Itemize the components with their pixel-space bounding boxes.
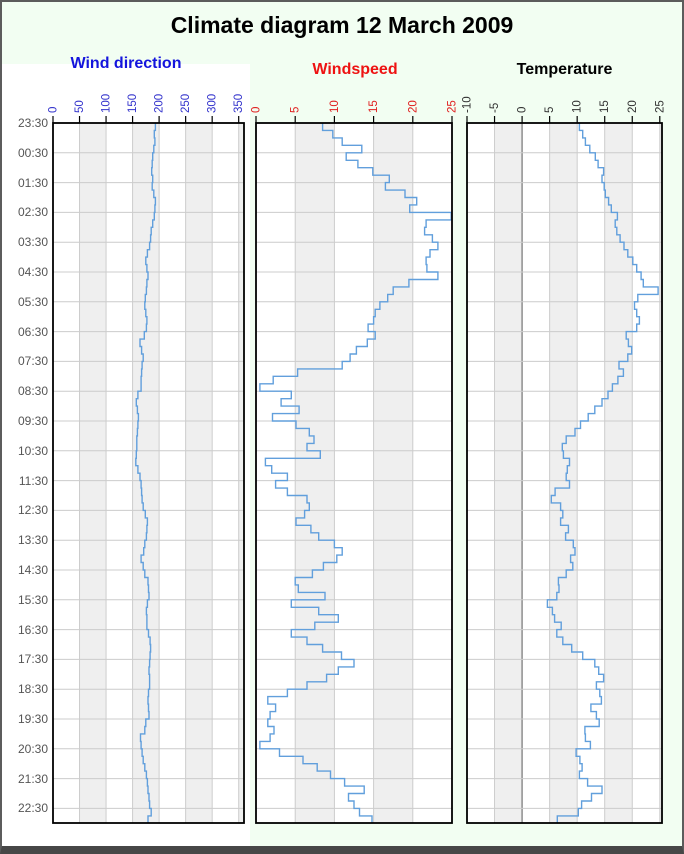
- time-label: 04:30: [17, 265, 48, 279]
- axis-tick-label: 50: [74, 100, 86, 113]
- panel-title-windspeed: Windspeed: [312, 61, 398, 78]
- axis-tick-label: -10: [462, 96, 474, 113]
- axis-tick-label: 250: [180, 94, 192, 113]
- time-label: 08:30: [17, 384, 48, 399]
- axis-tick-label: 0: [251, 107, 263, 113]
- time-label: 06:30: [17, 324, 48, 339]
- time-label: 07:30: [17, 354, 48, 369]
- time-label: 11:30: [18, 473, 48, 488]
- time-label: 01:30: [17, 175, 48, 190]
- axis-tick-label: 300: [207, 94, 219, 113]
- axis-tick-label: 100: [101, 94, 113, 113]
- axis-tick-label: 20: [407, 100, 419, 113]
- time-label: 09:30: [17, 414, 48, 428]
- panel-title-temperature: Temperature: [516, 61, 613, 78]
- axis-tick-label: -5: [489, 103, 501, 113]
- time-label: 10:30: [17, 443, 48, 458]
- axis-tick-label: 25: [447, 100, 459, 113]
- axis-tick-label: 200: [154, 94, 166, 113]
- panel-temperature: -10 -5 0 5 10 15 20 25: [462, 96, 666, 824]
- time-label: 17:30: [17, 652, 48, 667]
- time-label: 13:30: [17, 533, 48, 548]
- time-label: 03:30: [17, 235, 48, 250]
- time-label: 02:30: [17, 205, 48, 220]
- panel-title-wind-direction: Wind direction: [70, 55, 182, 72]
- axis-tick-label: 150: [127, 94, 139, 113]
- axis-tick-label: 10: [329, 100, 341, 113]
- time-label: 15:30: [17, 592, 48, 607]
- series-line: [546, 123, 659, 823]
- series-line: [135, 123, 157, 823]
- axis-tick-label: 20: [627, 100, 639, 113]
- time-label: 23:30: [17, 116, 48, 130]
- time-label: 21:30: [17, 771, 48, 786]
- panel-wind-direction: 0 50 100 150 200 250 300 350: [48, 94, 245, 824]
- axis-tick-label: 10: [572, 100, 584, 113]
- time-label: 19:30: [17, 712, 48, 726]
- time-label: 20:30: [17, 741, 48, 756]
- axis-tick-label: 15: [599, 100, 611, 113]
- time-label: 12:30: [17, 503, 48, 518]
- time-label: 14:30: [17, 563, 48, 577]
- axis-tick-label: 5: [544, 107, 556, 113]
- axis-tick-label: 25: [654, 100, 666, 113]
- axis-tick-label: 5: [290, 107, 302, 113]
- axis-tick-label: 0: [48, 107, 60, 113]
- time-label: 16:30: [17, 622, 48, 637]
- axis-tick-label: 15: [368, 100, 380, 113]
- time-label: 18:30: [17, 682, 48, 697]
- axis-tick-label: 0: [517, 107, 529, 113]
- time-label: 22:30: [17, 801, 48, 816]
- time-label: 05:30: [17, 294, 48, 309]
- axis-tick-label: 350: [233, 94, 245, 113]
- page-title: Climate diagram 12 March 2009: [170, 12, 514, 38]
- series-line: [259, 123, 452, 823]
- panel-windspeed: 0 5 10 15 20 25: [251, 100, 459, 824]
- time-label: 00:30: [17, 145, 48, 160]
